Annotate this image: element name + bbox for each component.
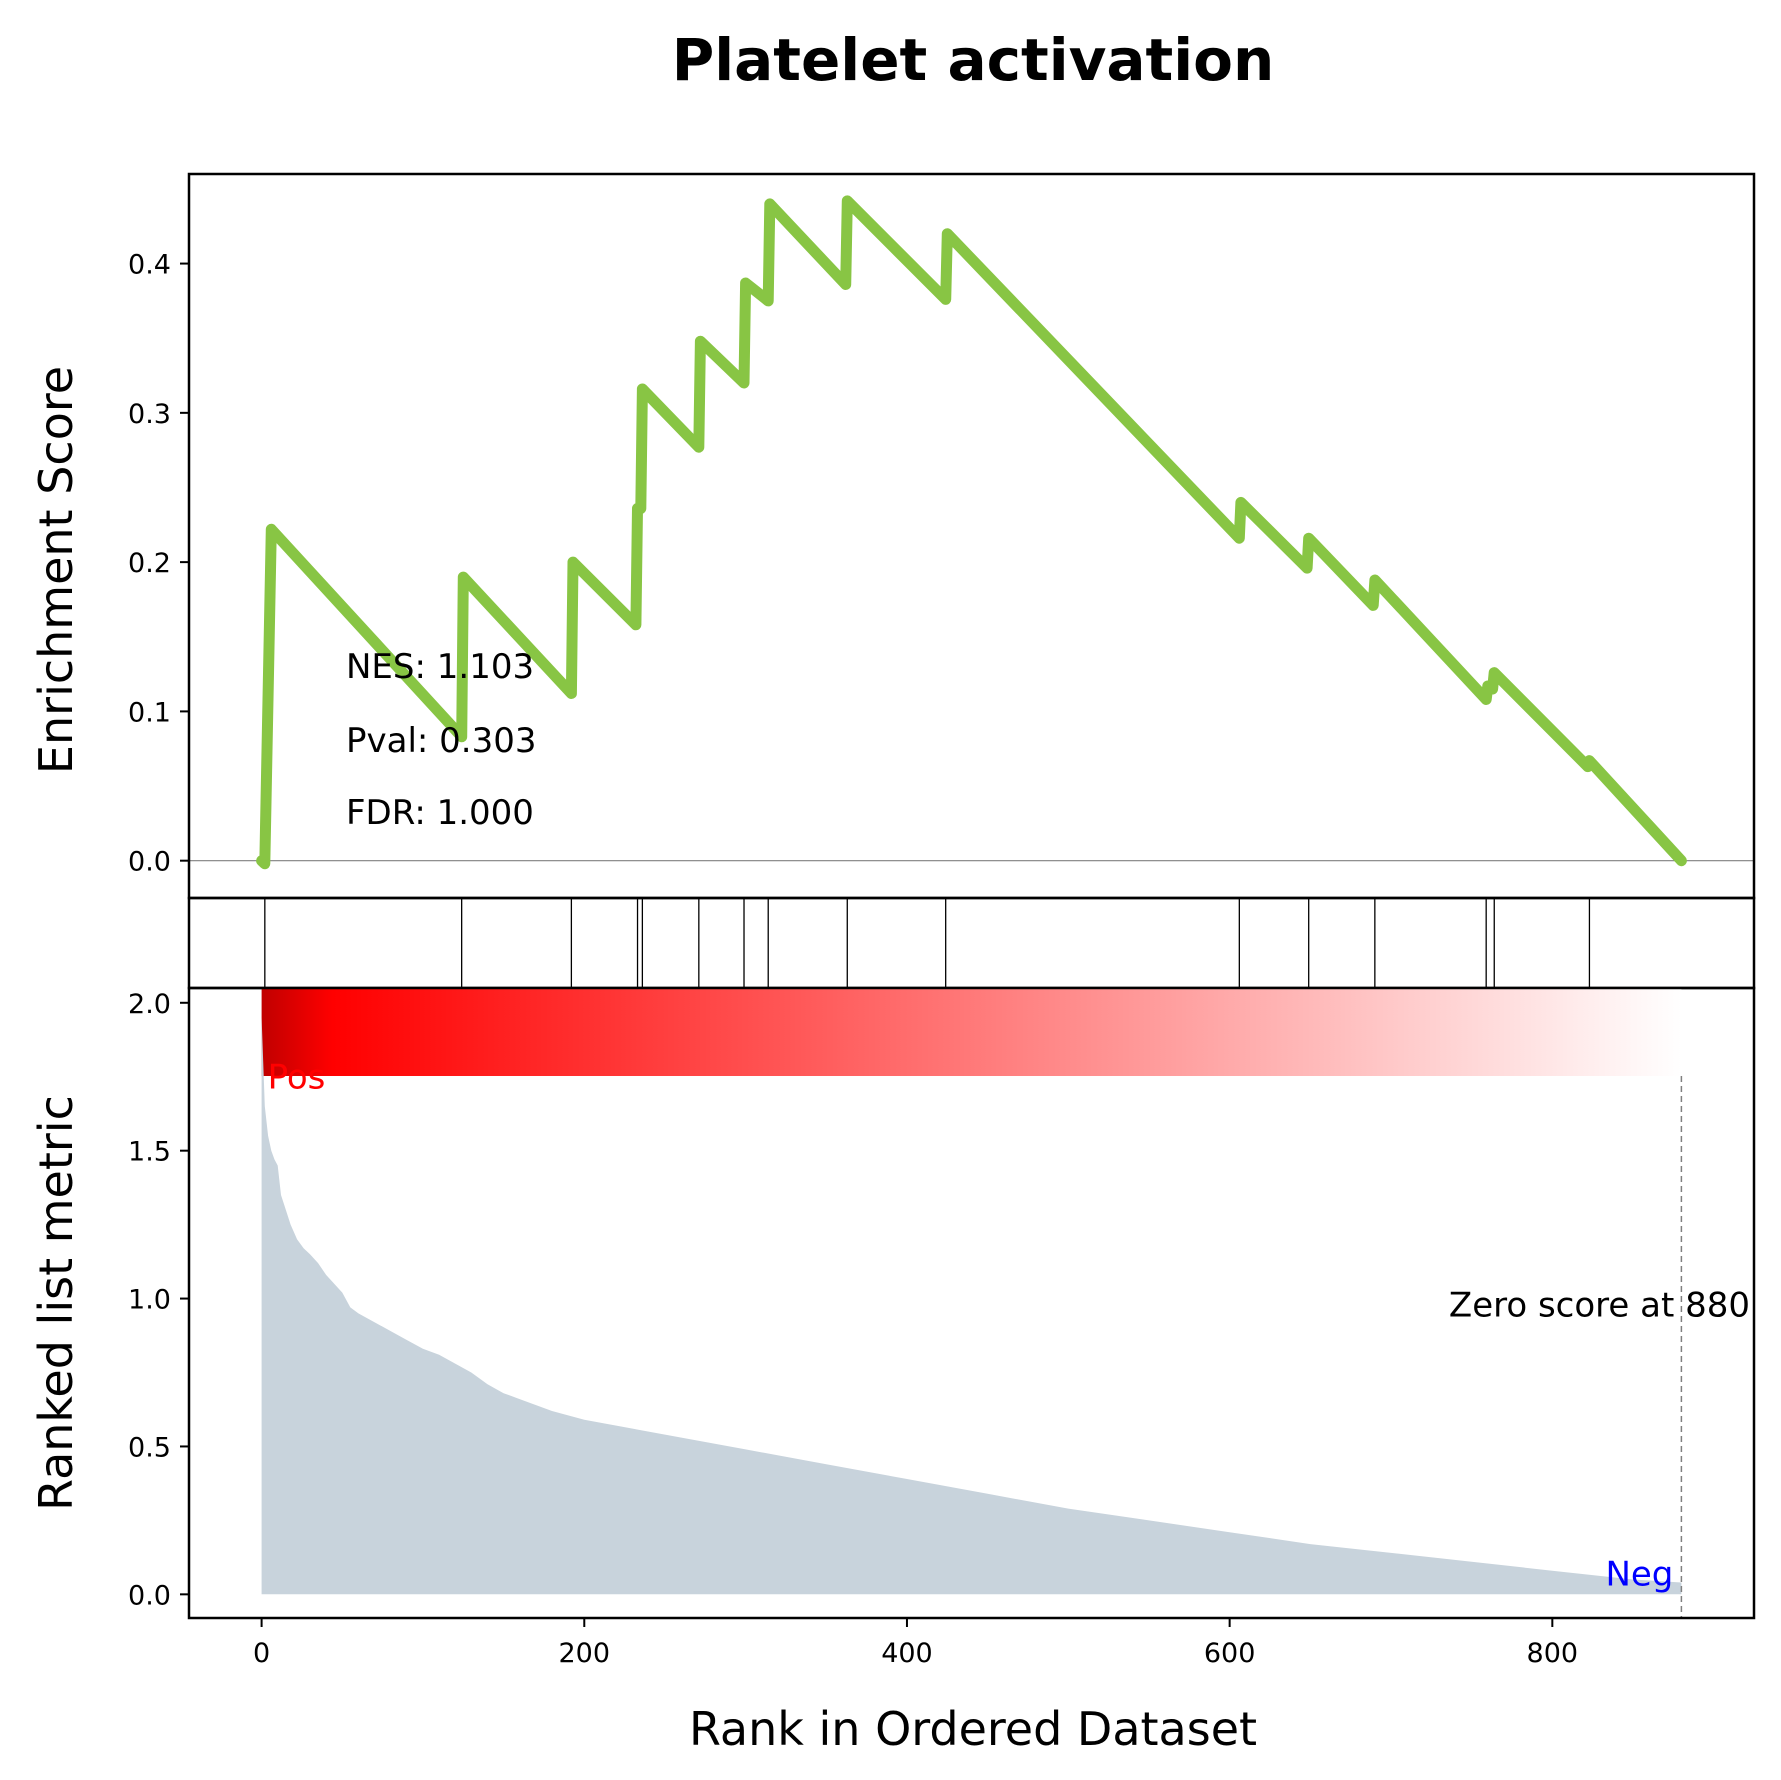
hit-marks (264, 898, 1591, 988)
metric-y-tick-label: 1.5 (128, 1137, 171, 1168)
ranked-metric-area (261, 1017, 1682, 1595)
metric-y-tick-label: 2.0 (128, 989, 171, 1020)
metric-y-tick-label: 0.0 (128, 1580, 171, 1611)
es-panel: 0.0 0.1 0.2 0.3 0.4 NES: 1.103 Pval: 0.303 F… (29, 172, 1756, 900)
es-y-tick-label: 0.2 (128, 548, 171, 579)
x-tick-label: 400 (881, 1638, 933, 1669)
metric-plot-frame (187, 986, 1756, 1620)
x-ticks: 0 200 400 600 800 (253, 1618, 1578, 1669)
es-y-tick-label: 0.3 (128, 399, 171, 430)
es-y-tick-label: 0.4 (128, 250, 171, 281)
es-plot-frame (187, 172, 1756, 900)
es-y-axis-label: Enrichment Score (29, 366, 83, 774)
x-tick-label: 200 (559, 1638, 611, 1669)
es-y-tick-label: 0.0 (128, 847, 171, 878)
es-y-ticks: 0.0 0.1 0.2 0.3 0.4 (128, 250, 189, 878)
neg-label: Neg (1605, 1555, 1673, 1595)
rank-colorbar (261, 988, 1682, 1076)
x-axis-label: Rank in Ordered Dataset (689, 1702, 1257, 1756)
x-tick-label: 800 (1527, 1638, 1579, 1669)
x-tick-label: 600 (1204, 1638, 1256, 1669)
x-tick-label: 0 (253, 1638, 270, 1669)
chart-title: Platelet activation (672, 26, 1275, 94)
metric-y-ticks: 0.0 0.5 1.0 1.5 2.0 (128, 989, 189, 1611)
nes-label: NES: 1.103 (346, 647, 534, 687)
metric-y-tick-label: 0.5 (128, 1432, 171, 1463)
metric-y-axis-label: Ranked list metric (29, 1095, 83, 1511)
hits-frame (187, 896, 1756, 990)
zero-score-label: Zero score at 880 (1449, 1285, 1750, 1325)
es-y-tick-label: 0.1 (128, 697, 171, 728)
metric-y-tick-label: 1.0 (128, 1285, 171, 1316)
enrichment-score-line (256, 195, 1687, 870)
hits-panel (187, 896, 1756, 990)
pval-label: Pval: 0.303 (346, 721, 537, 761)
pos-label: Pos (268, 1058, 326, 1098)
fdr-label: FDR: 1.000 (346, 793, 534, 833)
metric-panel: 0.0 0.5 1.0 1.5 2.0 0 200 400 600 800 Pos Neg Ze… (29, 986, 1756, 1756)
